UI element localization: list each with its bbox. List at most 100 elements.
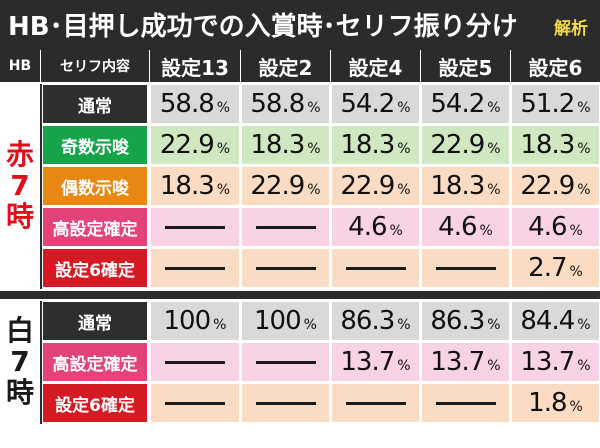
- row-label: 設定6確定: [42, 383, 148, 423]
- header-setting-5: 設定6: [511, 50, 600, 82]
- value-number: 22.9: [250, 171, 305, 201]
- dash-mark: [345, 266, 406, 270]
- title-bar: HB･目押し成功での入賞時･セリフ振り分け 解析: [0, 0, 600, 50]
- percent-sign: %: [216, 100, 231, 116]
- value-number: 2.7: [528, 253, 567, 283]
- dash-mark: [255, 225, 316, 229]
- percent-sign: %: [569, 264, 583, 280]
- percent-sign: %: [397, 358, 411, 374]
- dash-mark: [165, 225, 225, 229]
- value-number: 18.3: [520, 130, 575, 160]
- percent-sign: %: [487, 182, 501, 198]
- row-label: 設定6確定: [42, 248, 148, 288]
- value-number: 51.2: [520, 89, 575, 119]
- side-char: 7: [10, 345, 30, 379]
- percent-sign: %: [307, 141, 321, 157]
- value-cell: [150, 342, 240, 382]
- row-label: 通常: [42, 301, 148, 341]
- value-cell: [150, 383, 240, 423]
- percent-sign: %: [303, 317, 317, 333]
- value-cell: 4.6%: [331, 207, 420, 247]
- percent-sign: %: [487, 317, 501, 333]
- dash-mark: [345, 401, 406, 405]
- row-label: 偶数示唆: [42, 166, 148, 206]
- value-number: 58.8: [159, 89, 215, 119]
- value-number: 18.3: [430, 171, 485, 201]
- header-setting-1: 設定13: [150, 50, 240, 82]
- percent-sign: %: [397, 100, 411, 116]
- value-cell: 54.2%: [331, 84, 420, 124]
- value-cell: [241, 248, 330, 288]
- value-cell: 13.7%: [421, 342, 510, 382]
- header-setting-3: 設定4: [331, 50, 420, 82]
- value-cell: 84.4%: [511, 301, 600, 341]
- value-cell: 58.8%: [150, 84, 240, 124]
- value-number: 86.3: [430, 306, 485, 336]
- percent-sign: %: [213, 317, 227, 333]
- value-number: 54.2: [340, 89, 395, 119]
- value-cell: 2.7%: [511, 248, 600, 288]
- percent-sign: %: [577, 317, 591, 333]
- value-cell: [331, 248, 420, 288]
- value-cell: 22.9%: [331, 166, 420, 206]
- value-number: 22.9: [430, 130, 485, 160]
- percent-sign: %: [307, 182, 321, 198]
- percent-sign: %: [397, 182, 411, 198]
- value-cell: [150, 207, 240, 247]
- side-char: 7: [10, 169, 30, 203]
- value-cell: 86.3%: [331, 301, 420, 341]
- value-number: 54.2: [430, 89, 485, 119]
- value-cell: 51.2%: [511, 84, 600, 124]
- percent-sign: %: [569, 223, 583, 239]
- value-cell: [241, 342, 330, 382]
- side-char: 時: [5, 375, 34, 409]
- value-number: 18.3: [159, 171, 215, 201]
- value-cell: 58.8%: [241, 84, 330, 124]
- value-number: 86.3: [340, 306, 395, 336]
- page-title: HB･目押し成功での入賞時･セリフ振り分け: [8, 12, 518, 42]
- side-char: 赤: [5, 138, 34, 172]
- row-label: 高設定確定: [42, 342, 148, 382]
- value-number: 4.6: [438, 212, 477, 242]
- value-cell: 18.3%: [421, 166, 510, 206]
- percent-sign: %: [479, 223, 493, 239]
- value-number: 58.8: [250, 89, 305, 119]
- percent-sign: %: [577, 141, 591, 157]
- value-cell: 86.3%: [421, 301, 510, 341]
- value-number: 22.9: [159, 130, 215, 160]
- percent-sign: %: [397, 141, 411, 157]
- value-cell: [241, 383, 330, 423]
- value-cell: [331, 383, 420, 423]
- dash-mark: [165, 401, 225, 405]
- percent-sign: %: [216, 141, 231, 157]
- percent-sign: %: [487, 100, 501, 116]
- dash-mark: [165, 266, 225, 270]
- analysis-badge: 解析: [554, 19, 588, 39]
- percent-sign: %: [487, 141, 501, 157]
- percent-sign: %: [307, 100, 321, 116]
- value-number: 18.3: [340, 130, 395, 160]
- percent-sign: %: [487, 358, 501, 374]
- value-cell: 13.7%: [331, 342, 420, 382]
- value-number: 1.8: [528, 388, 567, 418]
- header-serif-content: セリフ内容: [41, 50, 149, 82]
- value-cell: 4.6%: [511, 207, 600, 247]
- value-number: 84.4: [520, 306, 575, 336]
- value-cell: 22.9%: [421, 125, 510, 165]
- dash-mark: [255, 266, 316, 270]
- percent-sign: %: [216, 182, 231, 198]
- side-char: 白: [5, 314, 34, 348]
- percent-sign: %: [577, 182, 591, 198]
- percent-sign: %: [569, 399, 583, 415]
- value-cell: [241, 207, 330, 247]
- value-cell: [150, 248, 240, 288]
- value-cell: 13.7%: [511, 342, 600, 382]
- row-label: 奇数示唆: [42, 125, 148, 165]
- value-cell: 18.3%: [331, 125, 420, 165]
- value-cell: [421, 248, 510, 288]
- row-label: 通常: [42, 84, 148, 124]
- value-cell: 4.6%: [421, 207, 510, 247]
